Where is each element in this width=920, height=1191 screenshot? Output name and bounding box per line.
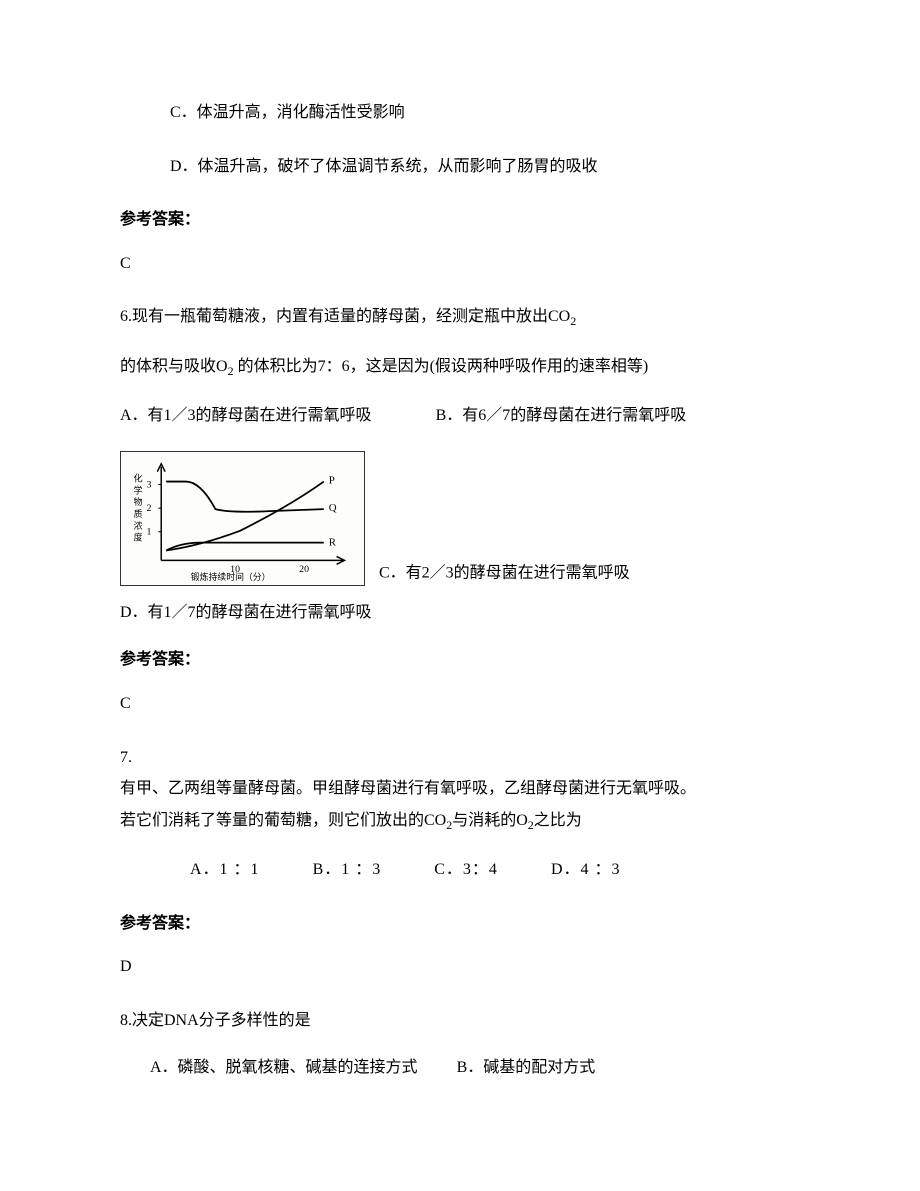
- svg-text:Q: Q: [329, 502, 337, 514]
- q8-options: A．磷酸、脱氧核糖、碱基的连接方式 B．碱基的配对方式: [150, 1055, 800, 1081]
- q7-number: 7.: [120, 745, 800, 771]
- svg-text:3: 3: [146, 479, 151, 490]
- q7-stem-line1: 有甲、乙两组等量酵母菌。甲组酵母菌进行有氧呼吸，乙组酵母菌进行无氧呼吸。: [120, 776, 800, 802]
- q6-option-d: D．有1／7的酵母菌在进行需氧呼吸: [120, 600, 800, 626]
- q8-number: 8.: [120, 1012, 132, 1029]
- svg-text:1: 1: [146, 526, 151, 537]
- q6-chart: 3 2 1 10 20 化 学 物 质 浓 度 锻炼持续时间（分） P Q: [120, 451, 365, 586]
- q5-answer-label: 参考答案：: [120, 207, 800, 233]
- q6-answer: C: [120, 691, 800, 717]
- svg-text:质: 质: [134, 508, 143, 519]
- q6-option-c: C．有2／3的酵母菌在进行需氧呼吸: [379, 564, 630, 581]
- q6-option-b: B．有6／7的酵母菌在进行需氧呼吸: [436, 403, 687, 429]
- q6-stem2-pre: 的体积与吸收O: [120, 358, 228, 375]
- q6-stem1-sub: 2: [570, 315, 576, 329]
- q7-stem2-pre: 若它们消耗了等量的葡萄糖，则它们放出的CO: [120, 812, 446, 829]
- q7-options: A．1 ：1 B．1 ：3 C．3：4 D．4 ：3: [190, 857, 800, 883]
- q7-stem2-mid: 与消耗的O: [452, 812, 528, 829]
- q7-stem-line2: 若它们消耗了等量的葡萄糖，则它们放出的CO2与消耗的O2之比为: [120, 808, 800, 835]
- q6-chart-row: 3 2 1 10 20 化 学 物 质 浓 度 锻炼持续时间（分） P Q: [120, 451, 800, 586]
- svg-text:浓: 浓: [134, 521, 143, 531]
- q6-option-a: A．有1／3的酵母菌在进行需氧呼吸: [120, 403, 372, 429]
- q7-option-c: C．3：4: [434, 861, 498, 878]
- q6-stem-line2: 的体积与吸收O2 的体积比为7：6，这是因为(假设两种呼吸作用的速率相等): [120, 354, 800, 381]
- q5-option-c: C．体温升高，消化酶活性受影响: [170, 100, 800, 126]
- q5-option-d: D．体温升高，破坏了体温调节系统，从而影响了肠胃的吸收: [170, 154, 800, 180]
- svg-text:度: 度: [134, 531, 143, 542]
- q6-options-ab: A．有1／3的酵母菌在进行需氧呼吸 B．有6／7的酵母菌在进行需氧呼吸: [120, 403, 800, 429]
- svg-text:学: 学: [134, 484, 143, 495]
- q6-answer-label: 参考答案：: [120, 647, 800, 673]
- q7-answer: D: [120, 954, 800, 980]
- svg-text:锻炼持续时间（分）: 锻炼持续时间（分）: [191, 571, 271, 582]
- svg-text:P: P: [329, 474, 335, 486]
- svg-text:20: 20: [299, 564, 309, 575]
- q8-stem-text: 决定DNA分子多样性的是: [132, 1012, 311, 1029]
- svg-text:物: 物: [134, 496, 143, 507]
- q8-option-b: B．碱基的配对方式: [457, 1059, 596, 1076]
- q5-answer: C: [120, 251, 800, 277]
- q7-stem2-post: 之比为: [534, 812, 582, 829]
- svg-text:R: R: [329, 536, 337, 548]
- q7-answer-label: 参考答案：: [120, 911, 800, 937]
- q6-stem-line1: 6.现有一瓶葡萄糖液，内置有适量的酵母菌，经测定瓶中放出CO2: [120, 304, 800, 331]
- q8-stem: 8.决定DNA分子多样性的是: [120, 1008, 800, 1034]
- q7-option-b: B．1 ：3: [313, 861, 382, 878]
- q6-chart-svg: 3 2 1 10 20 化 学 物 质 浓 度 锻炼持续时间（分） P Q: [121, 452, 364, 585]
- q7-option-d: D．4 ：3: [551, 861, 621, 878]
- q6-number: 6.: [120, 308, 132, 325]
- svg-text:2: 2: [146, 503, 151, 514]
- q8-option-a: A．磷酸、脱氧核糖、碱基的连接方式: [150, 1059, 418, 1076]
- q6-stem1-text: 现有一瓶葡萄糖液，内置有适量的酵母菌，经测定瓶中放出CO: [132, 308, 570, 325]
- q6-stem2-post: 的体积比为7：6，这是因为(假设两种呼吸作用的速率相等): [234, 358, 649, 375]
- q7-option-a: A．1 ：1: [190, 861, 260, 878]
- svg-text:化: 化: [134, 472, 143, 483]
